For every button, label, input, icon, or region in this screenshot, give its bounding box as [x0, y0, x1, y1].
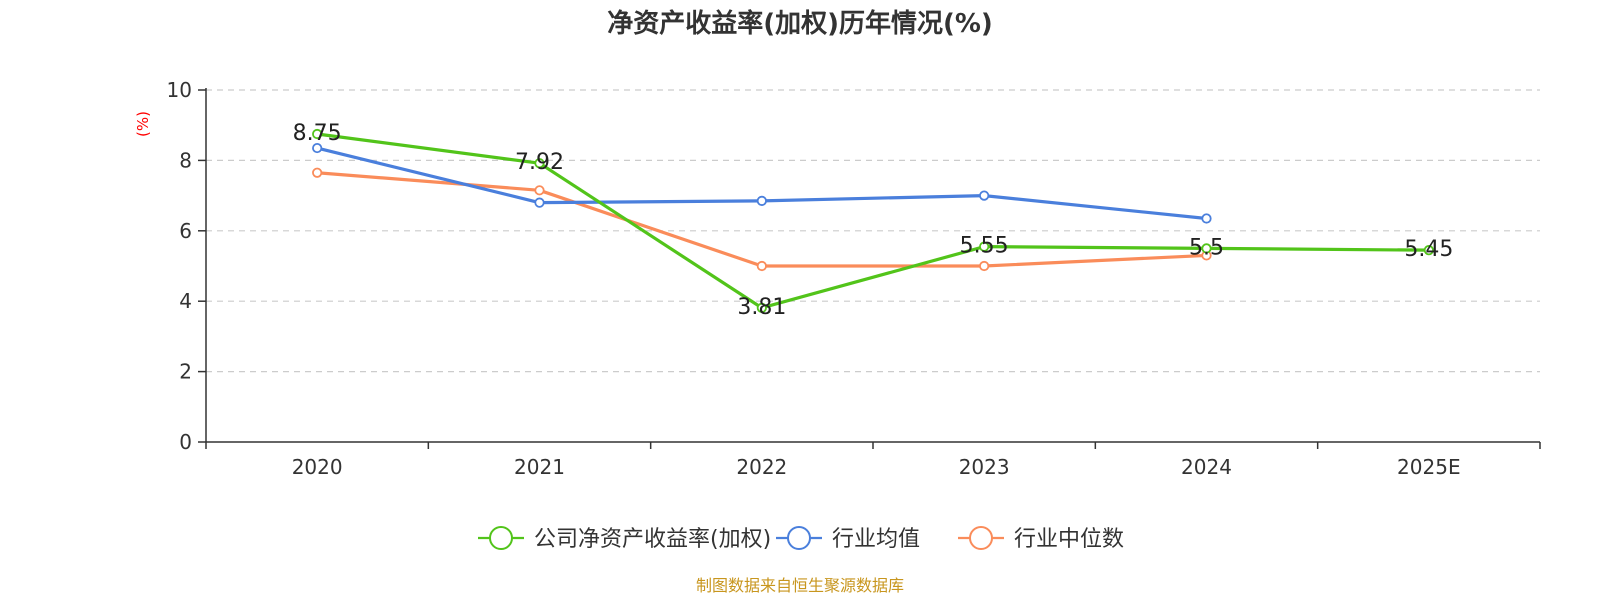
axes: 0 2 4 6 8 10 2020 2021 2022 2023 2024 2025E [167, 78, 1541, 479]
y-tick-label: 6 [179, 219, 192, 243]
y-tick-label: 8 [179, 148, 192, 172]
y-tick-label: 2 [179, 360, 192, 384]
data-point [756, 302, 767, 313]
data-point [756, 195, 767, 206]
data-point [534, 158, 545, 169]
data-point [979, 190, 990, 201]
data-point [312, 128, 323, 140]
y-tick-label: 0 [179, 430, 192, 454]
data-point [979, 241, 990, 252]
y-axis-label: (%) [134, 111, 152, 137]
x-tick-label: 2022 [736, 455, 787, 479]
data-point [756, 260, 767, 272]
data-point [1423, 245, 1434, 256]
x-tick-label: 2023 [959, 455, 1010, 479]
x-tick-label: 2025E [1397, 455, 1461, 479]
chart-title: 净资产收益率(加权)历年情况(%) [607, 8, 993, 39]
grid-lines [206, 89, 1540, 373]
data-label: 5.55 [960, 234, 1009, 259]
x-tick-label: 2024 [1181, 455, 1232, 479]
data-point [534, 197, 545, 208]
y-tick-label: 4 [179, 289, 192, 313]
data-label: 5.5 [1189, 235, 1224, 260]
data-labels: 8.75 7.92 3.81 5.55 5.5 5.45 [293, 121, 1454, 320]
y-tick-label: 10 [167, 78, 192, 102]
data-point [312, 167, 323, 178]
series-layer [312, 128, 1434, 313]
data-label: 7.92 [515, 150, 564, 175]
data-point [312, 142, 323, 154]
x-tick-label: 2021 [514, 455, 565, 479]
legend-label: 行业均值 [832, 527, 920, 552]
series-line [316, 132, 1429, 310]
data-label: 8.75 [293, 121, 342, 146]
data-point [1201, 213, 1212, 224]
legend-marker [489, 526, 513, 550]
series-line [317, 171, 1207, 268]
legend-marker [787, 526, 811, 550]
data-point [979, 260, 990, 272]
legend-label: 行业中位数 [1014, 527, 1124, 552]
legend-marker [969, 526, 993, 550]
data-point [1201, 243, 1212, 254]
x-tick-label: 2020 [292, 455, 343, 479]
data-label: 5.45 [1404, 237, 1453, 262]
data-label: 3.81 [737, 295, 786, 320]
legend-label: 公司净资产收益率(加权) [534, 527, 771, 552]
source-note: 制图数据来自恒生聚源数据库 [696, 576, 904, 595]
legend[interactable]: 公司净资产收益率(加权) 行业均值 行业中位数 [478, 526, 1124, 552]
data-point [534, 185, 545, 196]
